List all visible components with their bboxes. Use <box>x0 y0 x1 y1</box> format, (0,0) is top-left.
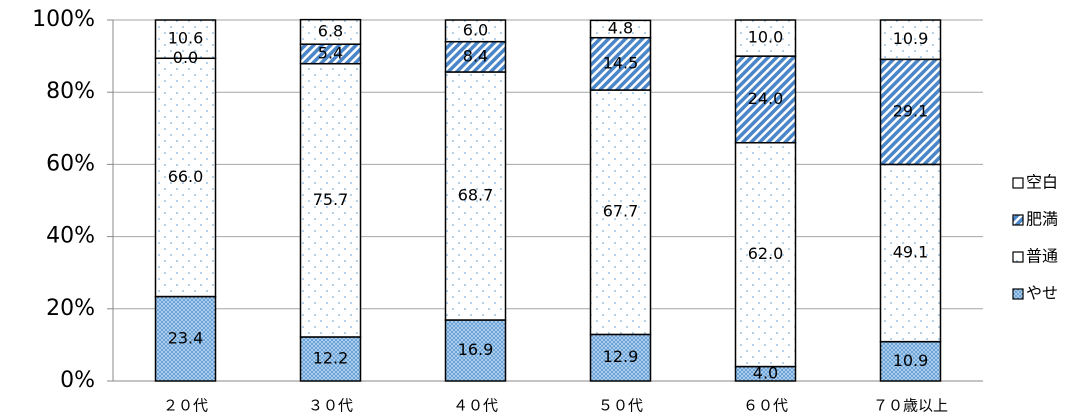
legend-label: 肥満 <box>1026 210 1058 229</box>
legend-label: やせ <box>1026 284 1058 303</box>
bar-segment <box>154 57 217 298</box>
data-label: 10.9 <box>893 351 929 370</box>
bar-segment <box>154 19 217 60</box>
legend-label: 普通 <box>1026 247 1058 266</box>
data-label: 10.0 <box>748 28 784 47</box>
bar-segment <box>444 19 507 43</box>
bar-segment <box>154 295 217 382</box>
bar-segment <box>879 163 942 343</box>
data-label: 49.1 <box>893 243 929 262</box>
legend-label: 空白 <box>1026 173 1058 192</box>
x-tick-label: ２０代 <box>163 397 208 415</box>
data-label: 5.4 <box>318 43 343 62</box>
bar-segment <box>589 89 652 336</box>
y-tick-label: 60% <box>46 151 95 176</box>
bar-segment <box>589 19 652 39</box>
data-label: 10.9 <box>893 29 929 48</box>
data-label: 10.6 <box>168 29 204 48</box>
data-label: 14.5 <box>603 53 639 72</box>
data-label: 6.8 <box>318 21 343 40</box>
y-tick-label: 0% <box>60 368 95 393</box>
bar-segment <box>299 62 362 338</box>
legend-swatch <box>1012 214 1024 226</box>
data-label: 62.0 <box>748 244 784 263</box>
data-label: 75.7 <box>313 190 349 209</box>
data-label: 67.7 <box>603 202 639 221</box>
x-tick-label: ７０歳以上 <box>873 397 948 415</box>
data-label: 66.0 <box>168 167 204 186</box>
legend-swatch <box>1012 177 1024 189</box>
bar-segment <box>734 19 797 57</box>
bar-segment <box>589 36 652 91</box>
x-tick-label: ５０代 <box>598 397 643 415</box>
bar-segment <box>299 336 362 382</box>
data-label: 16.9 <box>458 340 494 359</box>
bar-segment <box>879 58 942 166</box>
y-tick-label: 80% <box>46 79 95 104</box>
data-label: 12.9 <box>603 347 639 366</box>
data-label: 12.2 <box>313 348 349 367</box>
x-tick-label: ６０代 <box>743 397 788 415</box>
data-label: 0.0 <box>173 48 198 67</box>
bar-segment <box>444 71 507 321</box>
data-label: 4.8 <box>608 19 633 38</box>
y-tick-label: 100% <box>32 7 95 32</box>
data-label: 24.0 <box>748 89 784 108</box>
data-label: 6.0 <box>463 20 488 39</box>
bar-segment <box>734 55 797 144</box>
bar-segment <box>734 141 797 368</box>
data-label: 68.7 <box>458 185 494 204</box>
x-tick-label: ４０代 <box>453 397 498 415</box>
legend-swatch <box>1012 288 1024 300</box>
x-tick-label: ３０代 <box>308 397 353 415</box>
data-label: 23.4 <box>168 328 204 347</box>
bar-segment <box>879 19 942 61</box>
legend-swatch <box>1012 251 1024 263</box>
y-tick-label: 40% <box>46 224 95 249</box>
data-label: 29.1 <box>893 101 929 120</box>
data-label: 4.0 <box>753 363 778 382</box>
bar-segment <box>299 18 362 45</box>
data-label: 8.4 <box>463 46 488 65</box>
y-tick-label: 20% <box>46 296 95 321</box>
bar-segment <box>589 333 652 382</box>
